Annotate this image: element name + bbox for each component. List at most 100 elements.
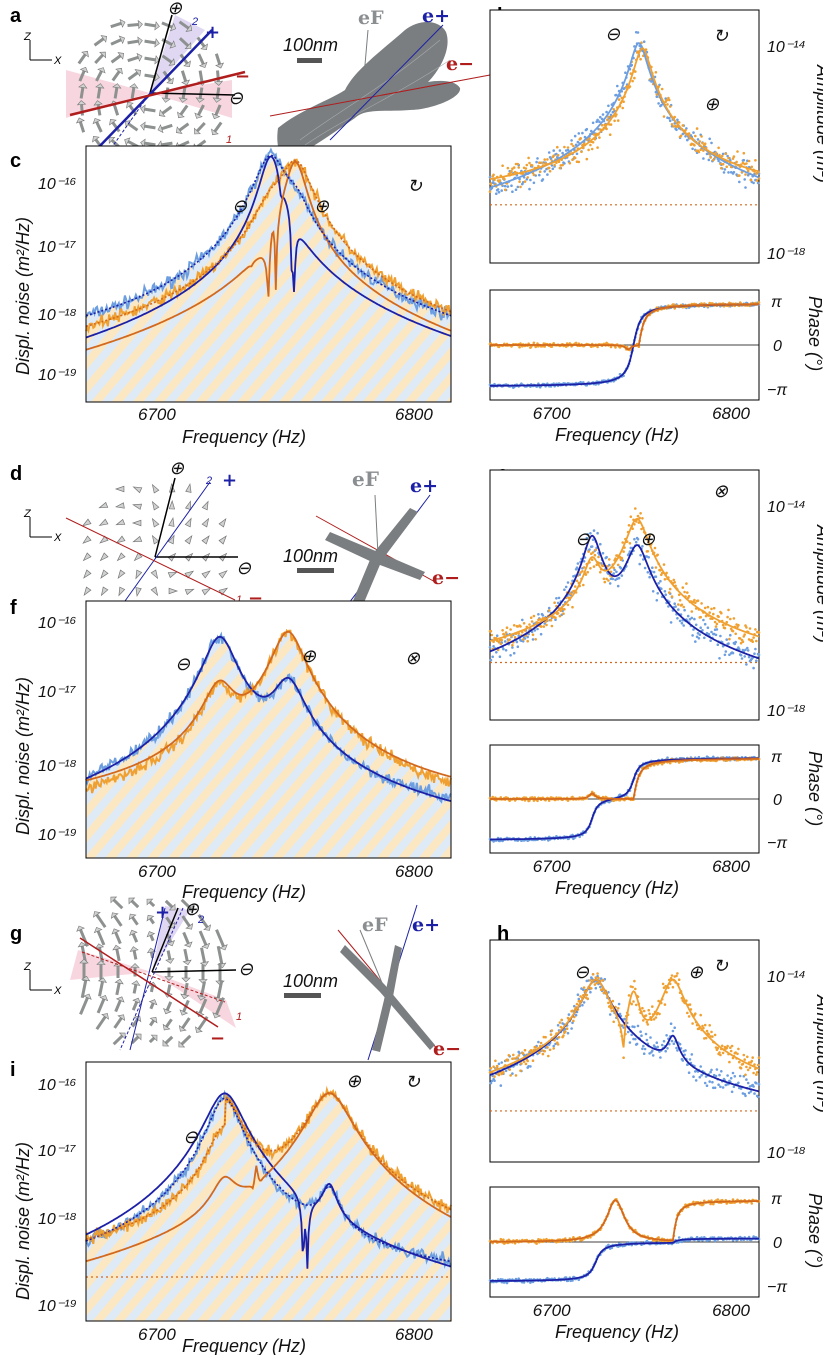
series-plus-fit — [85, 160, 452, 351]
panel-d-nanowire: 100nm eF e+ e− — [283, 467, 460, 616]
panel-i-noise-plot: 10⁻¹⁶ 10⁻¹⁷ 10⁻¹⁸ 10⁻¹⁹ 6700 6800 Freque… — [13, 1061, 452, 1355]
force-arrow — [178, 1025, 187, 1032]
amplitude-point-plus — [652, 1018, 656, 1021]
amplitude-point-plus — [678, 599, 682, 602]
amplitude-point-plus — [569, 592, 572, 596]
amplitude-point-plus — [522, 1060, 526, 1063]
series-plus-model — [85, 159, 452, 328]
amplitude-point-plus — [497, 1073, 501, 1077]
phase-point-plus — [502, 1238, 505, 1241]
amplitude-point-minus — [617, 1002, 621, 1006]
force-arrow — [132, 950, 138, 960]
nanowire-shape — [277, 21, 461, 159]
amplitude-point-minus — [497, 190, 501, 194]
amplitude-point-minus — [643, 566, 647, 570]
force-arrow — [136, 52, 143, 62]
amplitude-point-minus — [612, 572, 615, 575]
y-axis-title: Displ. noise (m²/Hz) — [13, 217, 33, 375]
amplitude-point-plus — [517, 1054, 520, 1057]
force-arrow — [101, 1013, 109, 1020]
amplitude-point-plus — [638, 516, 641, 520]
phase-point-plus — [646, 766, 650, 770]
amplitude-point-plus — [562, 612, 565, 615]
force-arrow — [183, 948, 189, 962]
force-arrow — [115, 982, 121, 996]
amplitude-point-minus — [601, 113, 605, 116]
phase-point-plus — [660, 762, 664, 766]
force-arrow — [100, 586, 109, 597]
amplitude-point-minus — [543, 170, 546, 173]
force-arrow — [151, 500, 160, 511]
amplitude-point-plus — [634, 1003, 638, 1007]
amplitude-point-plus — [543, 158, 546, 161]
amplitude-point-minus — [601, 551, 605, 555]
force-arrow — [198, 87, 204, 99]
force-arrow — [98, 501, 109, 509]
amplitude-point-plus — [677, 121, 681, 124]
amplitude-point-minus — [757, 653, 761, 657]
amplitude-point-plus — [712, 606, 716, 610]
amplitude-point-minus — [577, 132, 581, 135]
amplitude-point-plus — [633, 979, 636, 983]
phase-point-minus — [505, 1281, 509, 1285]
amplitude-point-minus — [734, 640, 737, 644]
amplitude-point-minus — [566, 1031, 570, 1035]
amplitude-point-minus — [721, 1086, 725, 1089]
amplitude-point-plus — [585, 993, 589, 997]
amplitude-point-minus — [575, 566, 579, 569]
amplitude-point-minus — [683, 1053, 686, 1057]
amplitude-point-minus — [725, 638, 728, 641]
amplitude-point-minus — [573, 134, 577, 138]
amplitude-point-plus — [641, 517, 644, 520]
amplitude-point-minus — [655, 599, 659, 602]
e-minus-vector — [65, 517, 236, 601]
amplitude-point-minus — [619, 566, 623, 570]
force-arrow — [184, 534, 193, 545]
axes-glyph: Z X — [23, 508, 62, 544]
amplitude-point-plus — [629, 515, 633, 518]
force-arrow — [181, 977, 191, 983]
amplitude-point-minus — [537, 1040, 540, 1044]
amplitude-point-minus — [615, 570, 618, 574]
amplitude-point-minus — [692, 1075, 695, 1078]
amplitude-point-minus — [493, 1079, 496, 1082]
amplitude-point-minus — [589, 990, 592, 994]
vector-2-label: 2 — [205, 475, 212, 487]
force-arrow — [78, 70, 86, 82]
amplitude-point-minus — [552, 1044, 555, 1048]
amplitude-point-plus — [609, 1007, 613, 1010]
phase-fit-minus — [490, 1237, 759, 1282]
amplitude-point-minus — [708, 1080, 711, 1083]
amplitude-point-plus — [532, 173, 536, 177]
amplitude-point-minus — [586, 533, 589, 536]
force-arrow — [79, 958, 89, 964]
amplitude-point-plus — [745, 626, 748, 629]
amplitude-point-plus — [553, 601, 556, 604]
amplitude-point-plus — [596, 972, 599, 975]
e-plus-vector — [95, 29, 213, 151]
amplitude-point-plus — [549, 1033, 553, 1036]
amplitude-point-minus — [673, 602, 676, 605]
force-arrow — [131, 980, 141, 986]
amplitude-point-plus — [653, 546, 657, 550]
amplitude-point-minus — [558, 149, 562, 152]
force-arrow — [201, 500, 209, 511]
amplitude-point-minus — [702, 618, 705, 622]
phase-point-plus — [550, 345, 554, 348]
amplitude-point-minus — [694, 623, 698, 627]
x-tick-label: 6800 — [395, 1325, 433, 1344]
amplitude-point-minus — [752, 1085, 755, 1088]
force-arrow — [93, 927, 103, 934]
force-arrow — [184, 588, 195, 596]
amplitude-point-plus — [607, 579, 610, 582]
amplitude-point-plus — [530, 164, 534, 167]
force-arrow — [131, 916, 139, 926]
amplitude-point-plus — [644, 1014, 648, 1017]
amplitude-point-minus — [688, 617, 692, 621]
amplitude-point-plus — [507, 1054, 511, 1057]
amplitude-point-plus — [605, 127, 608, 131]
force-arrow — [114, 485, 125, 493]
amplitude-frame — [489, 469, 760, 721]
amplitude-point-plus — [746, 169, 750, 173]
amplitude-point-plus — [620, 556, 624, 560]
